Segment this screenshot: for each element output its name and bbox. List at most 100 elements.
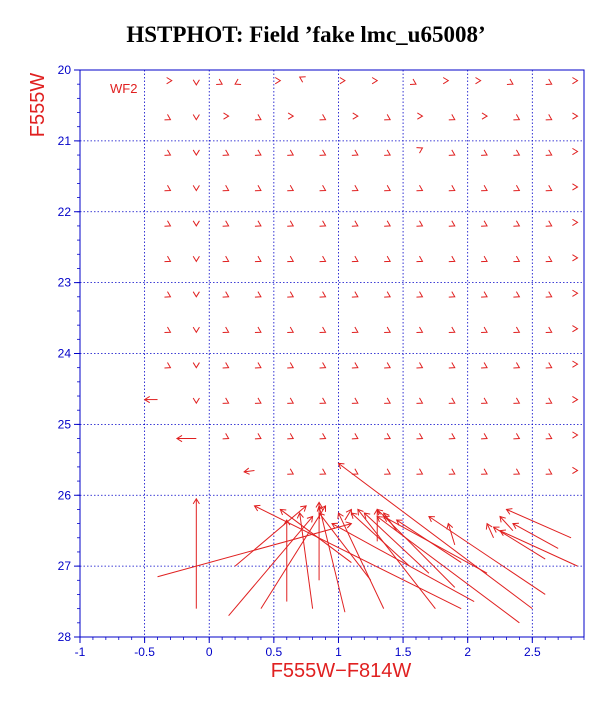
vector-head	[481, 397, 488, 404]
vector-head	[481, 326, 488, 334]
vector-arrow	[351, 185, 359, 192]
vector-head	[319, 468, 327, 475]
vector-head	[192, 397, 200, 405]
vector-head	[164, 255, 172, 263]
vector-shaft	[338, 462, 533, 610]
vector-head	[409, 78, 417, 85]
vector-arrow	[448, 397, 456, 404]
vector-head	[572, 112, 579, 120]
vector-head	[192, 497, 200, 505]
vector-arrow	[506, 78, 514, 85]
vector-shaft	[506, 508, 572, 539]
vector-shaft	[499, 516, 514, 532]
vector-arrow	[319, 149, 327, 156]
vector-arrow	[448, 468, 456, 475]
vector-head	[319, 433, 327, 440]
vector-head	[416, 255, 424, 263]
vector-shaft	[383, 512, 398, 531]
vector-arrow	[319, 291, 327, 298]
vector-head	[384, 255, 391, 263]
vector-head	[164, 114, 172, 121]
vector-head	[164, 149, 172, 156]
vector-head	[222, 433, 230, 440]
vector-head	[192, 291, 200, 298]
vector-head	[363, 512, 371, 519]
vector-arrow	[319, 468, 327, 475]
vector-head	[572, 431, 579, 439]
vector-head	[222, 255, 230, 263]
vector-head	[222, 397, 230, 404]
vector-head	[164, 291, 172, 298]
vector-head	[545, 397, 553, 404]
vector-arrow	[192, 220, 200, 227]
vector-arrow	[448, 220, 456, 227]
vector-head	[192, 326, 200, 334]
vector-head	[222, 185, 230, 192]
vector-head	[319, 362, 327, 369]
vector-arrow	[416, 468, 424, 475]
vector-arrow	[319, 114, 327, 121]
vector-arrow	[442, 77, 450, 85]
vector-arrow	[545, 149, 553, 156]
vector-head	[352, 112, 359, 120]
vector-arrow	[545, 78, 553, 85]
vector-shaft	[338, 512, 385, 609]
vector-arrow	[409, 78, 417, 85]
vector-arrow	[373, 508, 381, 542]
vector-arrow	[222, 362, 230, 369]
vector-arrow	[192, 397, 200, 405]
vector-arrow	[417, 112, 424, 120]
vector-arrow	[481, 326, 488, 334]
vector-head	[572, 325, 579, 333]
vector-shaft	[486, 523, 494, 538]
vector-arrow	[572, 77, 579, 85]
vector-arrow	[222, 397, 230, 404]
vector-arrow	[192, 362, 200, 369]
vector-head	[448, 149, 456, 156]
y-tick-label: 25	[58, 417, 72, 431]
vector-head	[254, 149, 262, 156]
vector-head	[492, 526, 500, 533]
vector-head	[351, 185, 359, 192]
vector-arrow	[572, 431, 579, 439]
vector-arrow	[513, 291, 521, 298]
vector-shaft	[376, 516, 520, 624]
vector-head	[481, 112, 489, 120]
vector-head	[572, 360, 579, 368]
vector-arrow	[513, 255, 521, 263]
vector-head	[274, 77, 282, 85]
vector-arrow	[319, 397, 327, 404]
vector-head	[572, 254, 579, 262]
vector-head	[192, 149, 200, 157]
vector-head	[337, 462, 345, 470]
vector-head	[315, 501, 323, 508]
vector-arrow	[505, 508, 572, 539]
vector-head	[384, 468, 391, 475]
vector-head	[319, 291, 327, 298]
vector-arrow	[254, 149, 262, 156]
vector-shaft	[447, 523, 456, 546]
vector-head	[481, 433, 488, 440]
vector-arrow	[339, 77, 346, 85]
vector-head	[513, 255, 521, 263]
vector-arrow	[287, 397, 295, 404]
vector-arrow	[448, 362, 456, 369]
vector-shaft	[318, 512, 372, 581]
vector-arrow	[254, 397, 262, 404]
vector-arrow	[351, 255, 359, 263]
vector-arrow	[164, 149, 172, 156]
vector-head	[572, 396, 579, 404]
vector-arrow	[448, 291, 456, 298]
vector-arrow	[384, 149, 391, 156]
vector-arrow	[192, 79, 200, 86]
vector-arrow	[274, 77, 282, 85]
vector-head	[351, 220, 359, 227]
vector-arrow	[384, 185, 391, 192]
vector-shaft	[351, 512, 410, 567]
vector-arrow	[572, 396, 579, 404]
vector-head	[572, 183, 579, 191]
vector-head	[416, 220, 424, 227]
vector-arrow	[448, 185, 456, 192]
vector-arrow	[545, 326, 553, 334]
vector-arrow	[481, 433, 488, 440]
